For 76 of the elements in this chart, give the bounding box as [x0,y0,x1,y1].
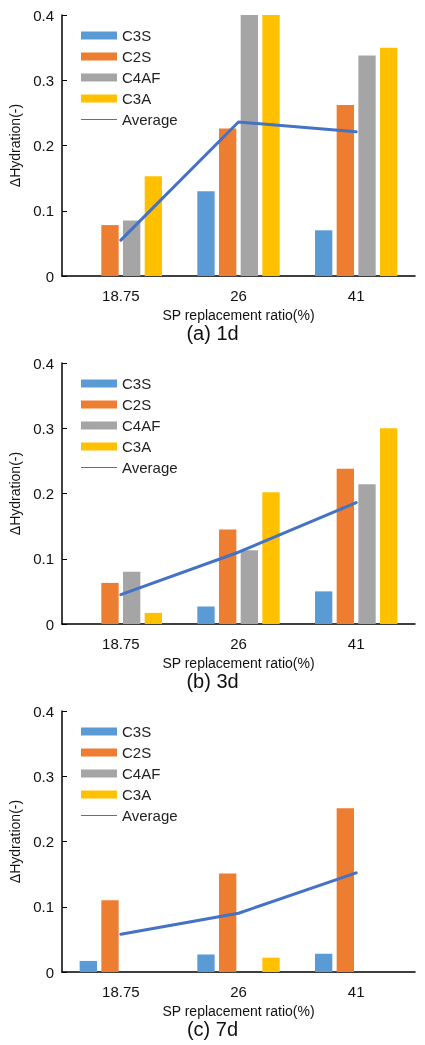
bar [123,571,141,624]
bar [314,230,333,276]
legend-label: C4AF [122,69,161,86]
y-tick-label: 0.2 [33,485,54,502]
legend-label: C3S [122,27,152,44]
x-tick-label: 18.75 [102,983,140,1000]
bar [314,953,333,972]
bar [218,873,237,972]
bar [101,900,119,972]
legend-label: C3A [122,786,152,803]
bar [358,484,376,624]
bar [197,954,215,972]
x-tick-label: 18.75 [102,287,140,304]
bar [240,550,259,624]
bar [218,529,237,624]
y-axis-title: ΔHydration(-) [7,799,23,884]
legend-label: C2S [122,744,152,761]
text: (b) 3d [186,670,239,692]
bar [314,591,333,624]
x-tick-label: 26 [230,287,247,304]
bar [79,960,97,972]
legend-label: C3S [122,375,152,392]
y-tick-label: 0.4 [33,6,54,24]
y-axis-title: ΔHydration(-) [7,103,23,188]
y-tick-label: 0.3 [33,71,54,89]
y-tick-label: 0.1 [33,202,54,220]
text: (a) 1d [186,322,239,344]
y-tick-label: 0.4 [33,702,54,720]
bar [197,606,215,624]
bar [358,55,376,276]
legend-label: C4AF [122,417,161,434]
legend-label: C4AF [122,765,161,782]
y-tick-label: 0.2 [33,137,54,154]
bar [101,582,119,624]
bar [218,128,237,276]
bar [144,612,163,624]
x-tick-label: 26 [230,635,247,652]
y-tick-label: 0 [45,963,54,981]
x-axis-title: SP replacement ratio(%) [162,306,315,323]
legend-label: Average [122,807,178,824]
bar [336,808,354,972]
y-tick-label: 0 [45,615,54,633]
y-tick-label: 0.3 [33,767,54,785]
legend-label: C3A [122,90,152,107]
bar [240,15,259,276]
bar [262,957,280,972]
x-tick-label: 41 [347,287,365,304]
legend-label: Average [122,459,178,476]
x-tick-label: 41 [347,635,365,652]
y-axis-title: ΔHydration(-) [7,451,23,536]
legend-label: C2S [122,396,152,413]
bar [101,225,119,276]
y-tick-label: 0 [45,267,54,285]
bar [380,47,398,276]
x-tick-label: 18.75 [102,635,140,652]
x-axis-title: SP replacement ratio(%) [162,654,315,671]
x-tick-label: 26 [230,983,247,1000]
bar [336,468,354,624]
x-axis-title: SP replacement ratio(%) [162,1002,315,1019]
bar [336,105,354,276]
legend-label: C3A [122,438,152,455]
legend-label: Average [122,111,178,128]
y-tick-label: 0.2 [33,833,54,850]
y-tick-label: 0.1 [33,898,54,916]
bar [380,428,398,624]
legend-label: C2S [122,48,152,65]
bar [262,492,280,624]
y-tick-label: 0.4 [33,354,54,372]
bar [144,176,163,276]
bar [262,15,280,276]
y-tick-label: 0.1 [33,550,54,568]
legend-label: C3S [122,723,152,740]
x-tick-label: 41 [347,983,365,1000]
text: (c) 7d [186,1018,239,1040]
bar [197,191,215,276]
y-tick-label: 0.3 [33,419,54,437]
